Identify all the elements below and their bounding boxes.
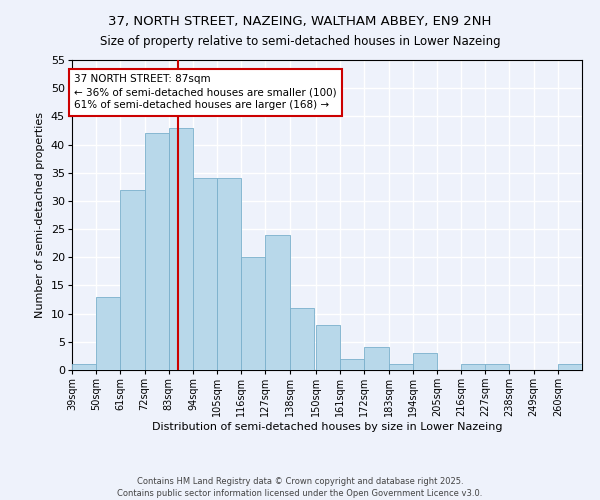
Bar: [72, 364, 96, 370]
Bar: [413, 353, 437, 370]
Bar: [96, 296, 121, 370]
Bar: [364, 348, 389, 370]
Y-axis label: Number of semi-detached properties: Number of semi-detached properties: [35, 112, 46, 318]
Bar: [316, 325, 340, 370]
Text: 37, NORTH STREET, NAZEING, WALTHAM ABBEY, EN9 2NH: 37, NORTH STREET, NAZEING, WALTHAM ABBEY…: [109, 15, 491, 28]
Bar: [558, 364, 582, 370]
Bar: [121, 190, 145, 370]
Text: Contains HM Land Registry data © Crown copyright and database right 2025.
Contai: Contains HM Land Registry data © Crown c…: [118, 476, 482, 498]
Bar: [485, 364, 509, 370]
X-axis label: Distribution of semi-detached houses by size in Lower Nazeing: Distribution of semi-detached houses by …: [152, 422, 502, 432]
Bar: [217, 178, 241, 370]
Bar: [340, 358, 364, 370]
Bar: [265, 234, 290, 370]
Bar: [389, 364, 413, 370]
Bar: [290, 308, 314, 370]
Bar: [241, 258, 265, 370]
Bar: [461, 364, 485, 370]
Bar: [193, 178, 217, 370]
Text: Size of property relative to semi-detached houses in Lower Nazeing: Size of property relative to semi-detach…: [100, 35, 500, 48]
Bar: [169, 128, 193, 370]
Text: 37 NORTH STREET: 87sqm
← 36% of semi-detached houses are smaller (100)
61% of se: 37 NORTH STREET: 87sqm ← 36% of semi-det…: [74, 74, 337, 110]
Bar: [145, 134, 169, 370]
